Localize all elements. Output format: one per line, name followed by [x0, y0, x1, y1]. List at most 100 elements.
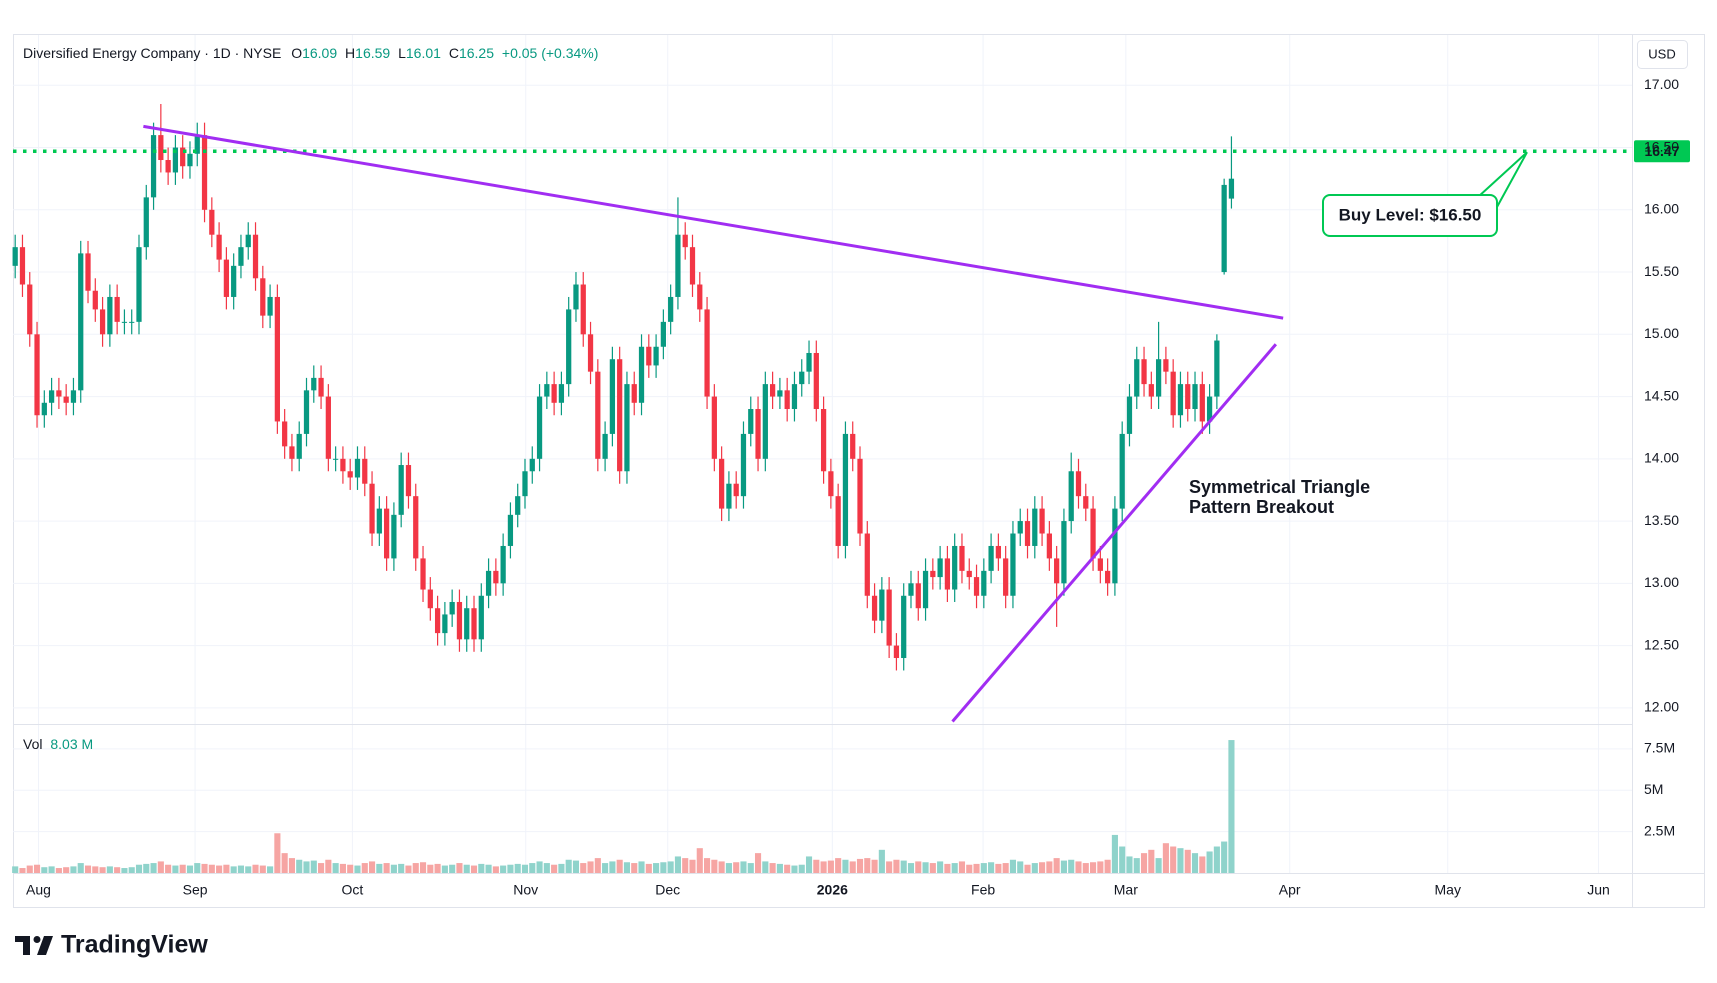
volume-bar	[696, 848, 703, 873]
candle-body	[755, 409, 761, 459]
volume-bar	[1039, 862, 1046, 873]
y-tick-label: 7.5M	[1644, 740, 1675, 756]
volume-bar	[500, 865, 507, 873]
candle-body	[209, 209, 215, 235]
volume-bar	[325, 859, 332, 873]
candle-body	[653, 346, 659, 366]
candle-body	[617, 359, 623, 472]
volume-bar	[485, 864, 492, 873]
y-tick-label: 17.00	[1644, 76, 1679, 92]
volume-bar	[1068, 859, 1075, 873]
candle-body	[274, 296, 280, 422]
volume-bar	[1133, 858, 1140, 873]
candle-body	[1083, 496, 1089, 509]
volume-bar	[48, 866, 55, 873]
candle-body	[748, 409, 754, 434]
volume-bar	[1170, 846, 1177, 873]
volume-bar	[186, 865, 194, 873]
candle-body	[1003, 558, 1009, 596]
volume-bar	[638, 861, 645, 873]
candle-body	[485, 570, 492, 596]
volume-bar	[980, 863, 987, 873]
candle-body	[143, 197, 149, 248]
candle-body	[1068, 471, 1074, 522]
currency-box[interactable]	[1637, 40, 1688, 69]
candle-body	[835, 496, 841, 546]
candle-body	[282, 421, 288, 447]
logo-shape	[37, 936, 53, 955]
volume-bar	[194, 863, 201, 873]
y-tick-label: 14.50	[1644, 387, 1679, 403]
candle-body	[347, 471, 353, 478]
buy-line-label: 16.47	[1644, 143, 1679, 159]
volume-bar	[623, 862, 631, 873]
annotation: Pattern Breakout	[1189, 497, 1334, 517]
candle-body	[99, 309, 106, 335]
candle-body	[740, 433, 747, 497]
candle-body	[376, 508, 382, 534]
annotation: Symmetrical Triangle	[1189, 477, 1370, 497]
candle-body	[442, 614, 448, 634]
candle-body	[857, 458, 863, 534]
volume-bar	[886, 861, 893, 873]
candle-body	[952, 545, 958, 590]
candle-body	[536, 396, 543, 459]
y-tick-label: 12.50	[1644, 636, 1679, 652]
candle-body	[92, 290, 98, 310]
candle-body	[995, 545, 1002, 559]
volume-bar	[521, 864, 529, 873]
volume-bar	[776, 863, 783, 873]
volume-bar	[1126, 856, 1133, 873]
candle-body	[231, 265, 237, 297]
volume-bar	[1009, 859, 1017, 873]
candle-body	[107, 296, 113, 335]
candle-body	[1097, 558, 1103, 571]
volume-bar	[252, 864, 259, 873]
y-tick-label: 5M	[1644, 781, 1663, 797]
volume-bar	[1082, 863, 1089, 873]
callout-box	[1322, 194, 1498, 237]
volume-bar	[653, 863, 660, 873]
volume-bar	[944, 863, 951, 873]
volume-bar	[740, 861, 747, 873]
candle-body	[1119, 433, 1125, 509]
candle-body	[587, 334, 594, 372]
candle-body	[668, 296, 674, 322]
candle-body	[260, 278, 266, 316]
y-tick-label: 13.00	[1644, 574, 1679, 590]
volume-bar	[405, 865, 412, 873]
candle-body	[937, 558, 943, 578]
volume-bar	[1046, 861, 1053, 873]
volume-bar	[419, 862, 427, 873]
candle-body	[558, 384, 565, 403]
candle-body	[1105, 570, 1111, 584]
candle-body	[398, 465, 404, 515]
y-tick-label: 16.00	[1644, 201, 1679, 217]
volume-bar	[631, 863, 638, 873]
logo-shape	[23, 936, 30, 955]
volume-bar	[99, 867, 106, 873]
volume-bar	[1111, 834, 1118, 873]
volume-bar	[237, 865, 245, 873]
volume-bar	[1206, 851, 1213, 873]
candle-body	[981, 570, 987, 596]
ohlc-value: 16.09	[302, 45, 337, 61]
x-tick-label: Dec	[655, 882, 680, 898]
candle-body	[1228, 178, 1235, 199]
candle-body	[223, 259, 230, 297]
candle-body	[704, 309, 710, 397]
candle-body	[158, 135, 164, 161]
candle-body	[303, 390, 310, 434]
candle-body	[893, 645, 900, 659]
volume-bar	[871, 859, 878, 873]
candle-body	[333, 458, 339, 460]
volume-bar	[310, 860, 317, 873]
volume-bar	[572, 860, 580, 873]
candle-body	[136, 247, 142, 322]
volume-bar	[354, 865, 361, 873]
volume-bar	[958, 861, 966, 873]
candle-body	[784, 390, 790, 410]
candle-body	[85, 253, 91, 291]
candle-body	[1090, 508, 1096, 559]
